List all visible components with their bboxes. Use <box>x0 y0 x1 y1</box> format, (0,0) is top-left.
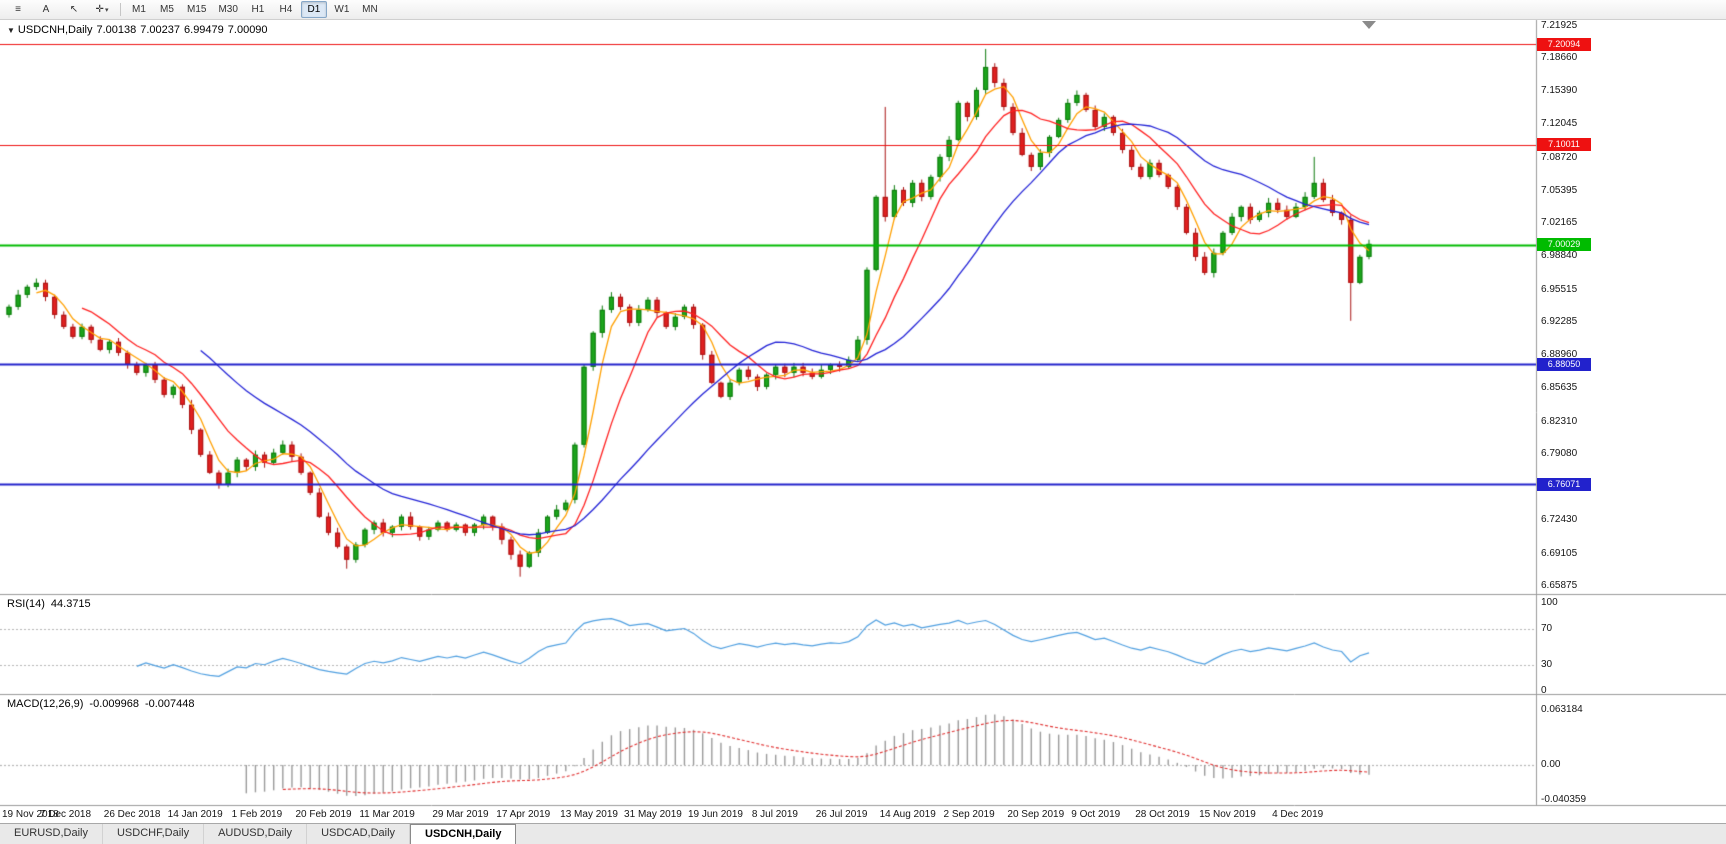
date-label: 26 Jul 2019 <box>815 809 868 820</box>
macd-scale-tick: -0.040359 <box>1541 794 1587 806</box>
price-tag: 7.00029 <box>1537 238 1591 252</box>
price-tag: 7.10011 <box>1537 138 1591 152</box>
timeframe-button-h1[interactable]: H1 <box>251 4 265 15</box>
date-label: 15 Nov 2019 <box>1199 809 1256 820</box>
timeframe-button-d1[interactable]: D1 <box>300 1 327 18</box>
date-label: 11 Mar 2019 <box>359 809 415 820</box>
date-label: 8 Jul 2019 <box>751 809 798 820</box>
rsi-scale-tick: 0 <box>1541 685 1547 696</box>
chart-tab-bar: EURUSD,Daily USDCHF,Daily AUDUSD,Daily USDC… <box>0 823 1726 844</box>
timeframe-buttons: M1 M5 M15 M30 H1 H4 D1 W1 MN <box>125 1 384 18</box>
crosshair-tool-button[interactable]: ✛▾ <box>95 4 109 15</box>
price-tick: 6.69105 <box>1541 547 1578 559</box>
date-label: 19 Nov 2018 <box>2 809 59 820</box>
timeframe-button-m5[interactable]: M5 <box>160 4 174 15</box>
price-tick: 6.72430 <box>1541 514 1578 526</box>
price-tag: 6.88050 <box>1537 357 1591 371</box>
macd-scale-tick: 0.063184 <box>1541 703 1583 715</box>
price-tick: 7.21925 <box>1541 19 1578 31</box>
ohlc-open: 7.00138 <box>96 24 137 36</box>
timeframe-button-m1[interactable]: M1 <box>132 4 146 15</box>
price-tick: 6.85635 <box>1541 382 1578 394</box>
chart-tab-usdchf[interactable]: USDCHF,Daily <box>103 824 205 844</box>
date-label: 13 May 2019 <box>560 809 618 820</box>
price-tick: 6.65875 <box>1541 579 1578 591</box>
ohlc-high: 7.00237 <box>140 24 181 36</box>
date-label: 7 Dec 2018 <box>39 809 92 820</box>
ohlc-close: 7.00090 <box>227 24 268 36</box>
price-tag: 6.76071 <box>1537 477 1591 491</box>
chart-tab-usdcnh[interactable]: USDCNH,Daily <box>410 824 517 844</box>
collapse-triangle-icon: ▼ <box>7 26 15 35</box>
rsi-name: RSI(14) <box>7 598 45 610</box>
rsi-indicator-label: RSI(14) 44.3715 <box>7 598 97 610</box>
date-label: 19 Jun 2019 <box>687 809 743 820</box>
chart-symbol: USDCNH,Daily <box>17 24 93 36</box>
price-tick: 7.08720 <box>1541 151 1578 163</box>
toolbar: ≡ A ↖ ✛▾ M1 M5 M15 M30 H1 H4 D1 W1 MN <box>0 0 1726 20</box>
ohlc-low: 6.99479 <box>184 24 224 36</box>
text-tool-button[interactable]: A <box>42 4 50 15</box>
price-tick: 7.15390 <box>1541 85 1578 97</box>
toolbar-separator <box>120 3 121 16</box>
price-tick: 6.82310 <box>1541 415 1578 427</box>
price-tick: 6.88960 <box>1541 349 1578 361</box>
chart-title: ▼ USDCNH,Daily 7.00138 7.00237 6.99479 7.0009… <box>7 24 272 36</box>
date-label: 1 Feb 2019 <box>231 809 283 820</box>
date-label: 17 Apr 2019 <box>496 809 551 820</box>
dropdown-arrow-icon: ▾ <box>104 7 109 14</box>
macd-value-main: -0.009968 <box>89 698 139 710</box>
cursor-tool-button[interactable]: ↖ <box>69 4 79 15</box>
price-tick: 7.12045 <box>1541 118 1578 130</box>
chart-tab-usdcad[interactable]: USDCAD,Daily <box>307 824 411 844</box>
date-label: 26 Dec 2018 <box>103 809 161 820</box>
rsi-scale-tick: 70 <box>1541 623 1553 635</box>
date-label: 14 Aug 2019 <box>879 809 936 820</box>
macd-scale-tick: 0.00 <box>1541 759 1561 770</box>
rsi-value: 44.3715 <box>50 598 91 610</box>
price-tick: 7.02165 <box>1541 217 1578 229</box>
rsi-scale-tick: 30 <box>1541 658 1553 670</box>
date-label: 2 Sep 2019 <box>943 809 995 820</box>
date-label: 9 Oct 2019 <box>1071 809 1121 820</box>
date-label: 14 Jan 2019 <box>167 809 223 820</box>
price-tick: 6.79080 <box>1541 447 1578 459</box>
chart-tab-eurusd[interactable]: EURUSD,Daily <box>0 824 103 844</box>
macd-name: MACD(12,26,9) <box>7 698 84 710</box>
date-label: 20 Sep 2019 <box>1007 809 1065 820</box>
price-tick: 6.95515 <box>1541 283 1578 295</box>
macd-indicator-label: MACD(12,26,9) -0.009968 -0.007448 <box>7 698 201 710</box>
timeframe-button-mn[interactable]: MN <box>362 4 378 15</box>
price-tag: 7.20094 <box>1537 37 1591 51</box>
bars-icon[interactable]: ≡ <box>15 4 21 15</box>
price-tick: 6.92285 <box>1541 315 1578 327</box>
date-label: 29 Mar 2019 <box>432 809 489 820</box>
timeframe-button-m15[interactable]: M15 <box>187 4 207 15</box>
date-label: 4 Dec 2019 <box>1272 809 1324 820</box>
timeframe-button-m30[interactable]: M30 <box>218 4 238 15</box>
rsi-scale-tick: 100 <box>1541 597 1558 608</box>
timeframe-button-h4[interactable]: H4 <box>279 4 293 15</box>
date-label: 28 Oct 2019 <box>1135 809 1190 820</box>
chart-tab-audusd[interactable]: AUDUSD,Daily <box>204 824 308 844</box>
price-tick: 6.98840 <box>1541 250 1578 262</box>
timeframe-button-w1[interactable]: W1 <box>334 4 350 15</box>
price-tick: 7.05395 <box>1541 184 1578 196</box>
macd-value-signal: -0.007448 <box>144 698 195 710</box>
date-label: 31 May 2019 <box>624 809 682 820</box>
date-label: 20 Feb 2019 <box>295 809 352 820</box>
chart-shift-marker-icon[interactable] <box>1362 21 1376 29</box>
price-tick: 7.18660 <box>1541 52 1578 64</box>
